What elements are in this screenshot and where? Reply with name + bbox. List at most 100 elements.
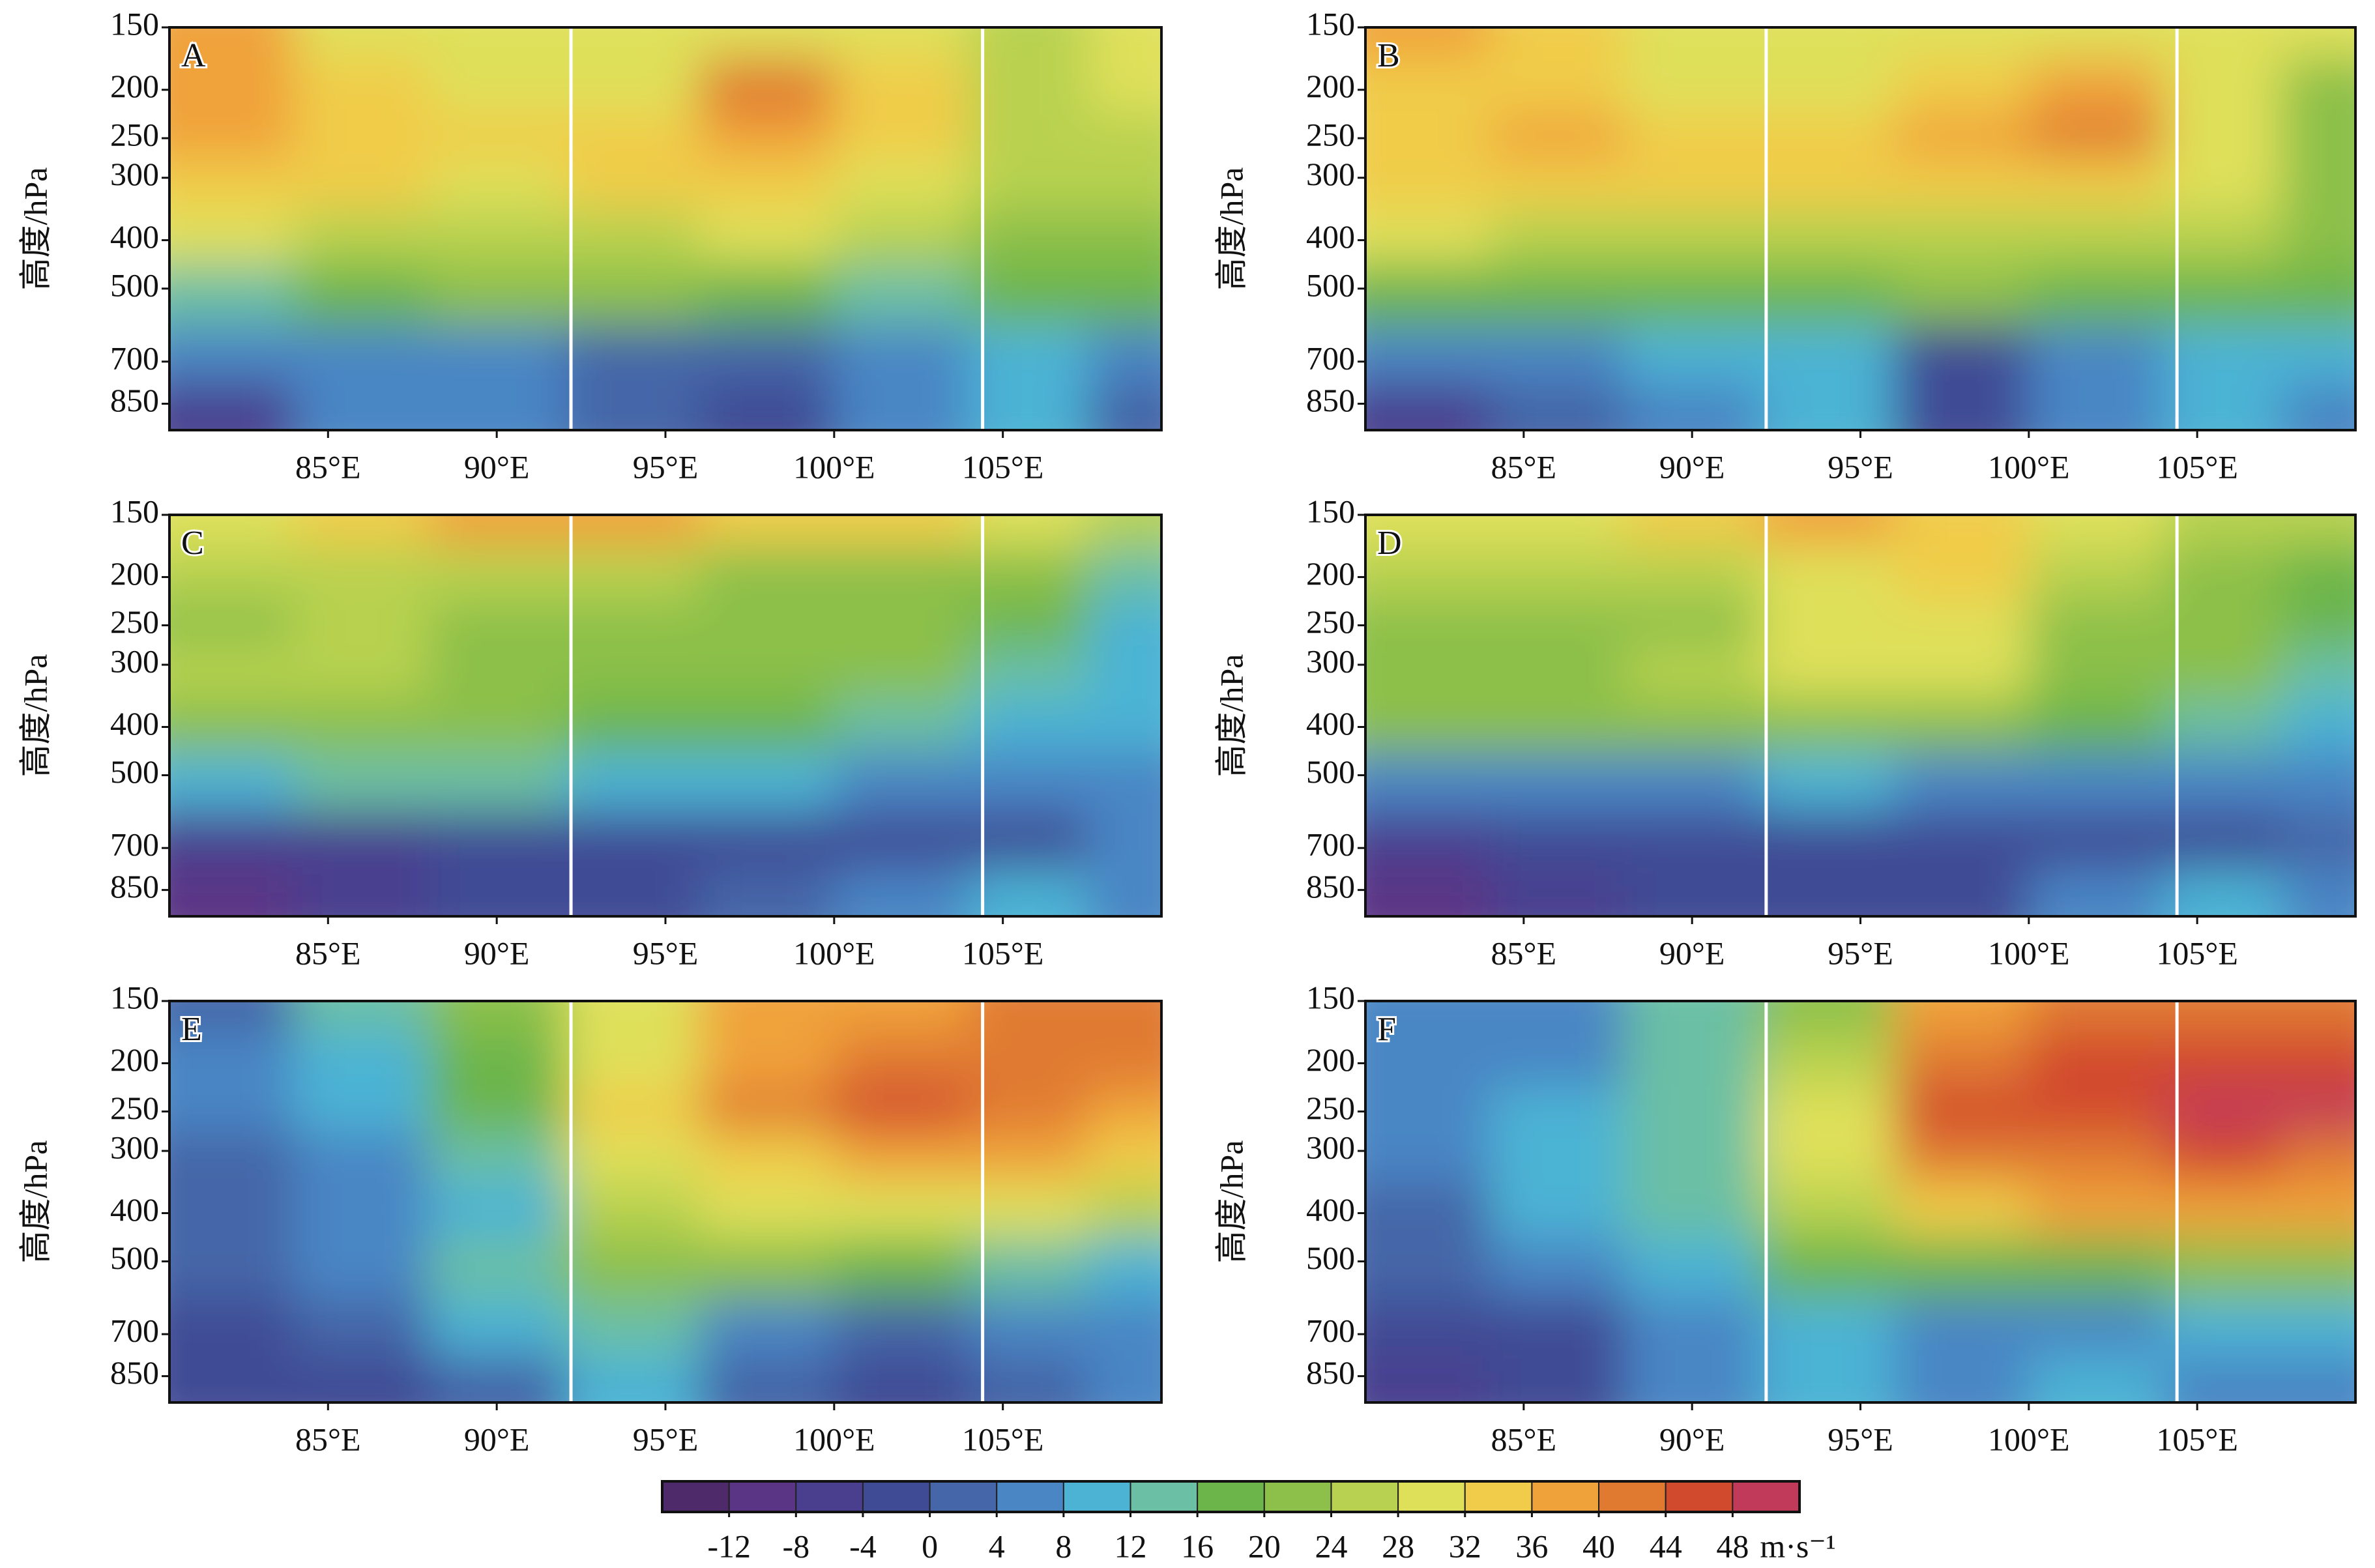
field-cell (1087, 383, 1161, 430)
field-cell (294, 383, 430, 430)
field-cell (169, 811, 295, 870)
field-cell (1624, 113, 1760, 159)
field-cell (1490, 515, 1625, 547)
field-cell (699, 515, 835, 547)
y-axis-label: 高度/hPa (1213, 654, 1249, 777)
field-cell (1624, 869, 1760, 916)
field-cell (564, 1298, 700, 1356)
panel-label: F (1377, 1011, 1396, 1048)
field-cell (169, 1182, 295, 1238)
x-tick-label: 90°E (1659, 1421, 1725, 1457)
field-cell (699, 27, 835, 59)
field-cell (834, 209, 970, 265)
field-cell (2028, 1131, 2164, 1183)
field-cell (169, 209, 295, 265)
field-cell (699, 1032, 835, 1088)
field-cell (1087, 1131, 1161, 1183)
field-cell (1759, 751, 1895, 813)
field-cell (2163, 1355, 2282, 1402)
field-cell (834, 27, 970, 59)
field-cell (429, 1182, 565, 1238)
field-cell (1894, 1087, 2030, 1132)
field-cell (429, 383, 565, 430)
field-cell (834, 1032, 970, 1088)
field-cell (294, 1355, 430, 1402)
field-cell (834, 869, 970, 916)
field-cell (969, 209, 1088, 265)
x-tick-label: 105°E (962, 935, 1044, 971)
field-cell (1624, 58, 1760, 115)
field-cell (2281, 1087, 2355, 1132)
field-cell (1759, 545, 1895, 602)
field-cell (1894, 751, 2030, 813)
field-cell (1365, 209, 1491, 265)
field-cell (834, 1355, 970, 1402)
field-cell (969, 645, 1088, 697)
colorbar-tick-label: 44 (1650, 1528, 1682, 1564)
field-cell (169, 1001, 295, 1033)
x-tick-label: 95°E (1828, 1421, 1893, 1457)
y-tick-label: 300 (1306, 643, 1355, 679)
field-cell (1759, 1001, 1895, 1033)
field-cell (169, 515, 295, 547)
field-cell (834, 383, 970, 430)
field-cell (699, 383, 835, 430)
field-cell (1624, 751, 1760, 813)
y-tick-label: 400 (1306, 1191, 1355, 1228)
field-cell (1087, 264, 1161, 326)
x-tick-label: 100°E (1988, 448, 2070, 485)
field-cell (294, 601, 430, 646)
x-tick-label: 85°E (1491, 935, 1557, 971)
field-cell (1365, 869, 1491, 916)
field-cell (2163, 1237, 2282, 1299)
field-cell (1087, 1182, 1161, 1238)
field-cell (699, 601, 835, 646)
field-cell (834, 811, 970, 870)
colorbar-box (662, 1481, 730, 1513)
x-tick-label: 95°E (1828, 935, 1893, 971)
y-tick-label: 500 (1306, 1240, 1355, 1276)
colorbar-tick-label: 32 (1449, 1528, 1481, 1564)
x-tick-label: 100°E (1988, 1421, 2070, 1457)
field-cell (1894, 325, 2030, 384)
colorbar-box (1732, 1481, 1801, 1513)
field-cell (1087, 811, 1161, 870)
field-cell (2028, 869, 2164, 916)
field-cell (294, 27, 430, 59)
y-tick-label: 300 (110, 156, 159, 192)
field-cell (2281, 1298, 2355, 1356)
field-cell (294, 751, 430, 813)
field-cell (2281, 869, 2355, 916)
field-cell (429, 1032, 565, 1088)
colorbar-box (1598, 1481, 1667, 1513)
y-tick-label: 850 (1306, 868, 1355, 905)
colorbar-tick-label: 40 (1582, 1528, 1615, 1564)
field-cell (1490, 545, 1625, 602)
x-tick-label: 95°E (633, 1421, 699, 1457)
field (1365, 27, 2355, 430)
field-cell (1365, 751, 1491, 813)
field-cell (1759, 113, 1895, 159)
field-cell (1087, 601, 1161, 646)
field-cell (2028, 751, 2164, 813)
field-cell (1894, 1032, 2030, 1088)
x-tick-label: 105°E (2156, 935, 2238, 971)
field-cell (834, 58, 970, 115)
y-tick-label: 700 (1306, 340, 1355, 376)
field-cell (699, 158, 835, 210)
y-tick-label: 850 (1306, 1354, 1355, 1391)
field-cell (294, 869, 430, 916)
field-cell (564, 58, 700, 115)
field-cell (169, 601, 295, 646)
x-tick-label: 85°E (295, 448, 361, 485)
field-cell (564, 209, 700, 265)
field-cell (1087, 58, 1161, 115)
field-cell (2163, 601, 2282, 646)
field-cell (969, 1182, 1088, 1238)
field-cell (2028, 695, 2164, 752)
field-cell (2028, 1237, 2164, 1299)
field-cell (969, 1087, 1088, 1132)
field-cell (834, 645, 970, 697)
x-tick-label: 90°E (1659, 448, 1725, 485)
field-cell (1490, 264, 1625, 326)
